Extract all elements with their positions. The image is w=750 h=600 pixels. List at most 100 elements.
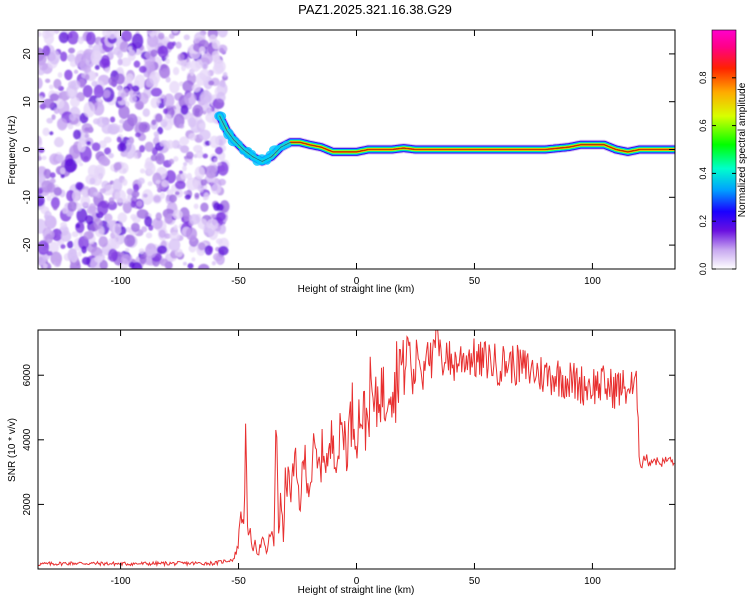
colorbar-label: Normalized spectral amplitude <box>737 82 748 217</box>
noise-blob <box>114 189 127 203</box>
noise-blob <box>109 116 116 123</box>
noise-blob <box>46 182 56 193</box>
noise-blob <box>206 107 213 114</box>
noise-blob <box>127 113 138 127</box>
noise-blob <box>194 59 204 69</box>
noise-blob <box>73 129 82 140</box>
noise-blob <box>130 222 140 233</box>
noise-blob <box>120 92 125 97</box>
noise-blob <box>136 209 149 219</box>
noise-blob <box>38 240 50 255</box>
noise-blob <box>145 232 153 239</box>
noise-blob <box>58 31 69 44</box>
noise-blob <box>117 212 128 223</box>
noise-blob <box>138 65 147 73</box>
spectrogram-x-tick-label: -100 <box>111 276 131 287</box>
noise-blob <box>85 31 96 45</box>
noise-blob <box>81 123 93 134</box>
noise-blob <box>159 141 165 147</box>
noise-blob <box>98 155 109 166</box>
noise-blob <box>193 203 199 210</box>
colorbar-tick-label: 0.8 <box>698 72 708 85</box>
noise-blob <box>143 72 149 78</box>
noise-blob <box>122 200 133 214</box>
noise-blob <box>91 142 101 152</box>
noise-blob <box>100 54 110 67</box>
noise-blob <box>119 119 125 124</box>
noise-blob <box>133 183 140 193</box>
noise-blob <box>155 180 161 185</box>
noise-blob <box>119 41 130 53</box>
noise-blob <box>168 158 175 165</box>
noise-blob <box>42 30 51 39</box>
noise-blob <box>86 140 91 146</box>
noise-blob <box>46 195 52 202</box>
noise-blob <box>205 112 217 123</box>
noise-blob <box>69 96 80 108</box>
snr-panel: -100 -50 0 50 100 2000 4000 6000 Height of str… <box>7 329 676 596</box>
noise-blob <box>144 141 154 152</box>
snr-y-tick-label: 4000 <box>22 428 33 451</box>
noise-blob <box>94 164 106 179</box>
noise-blob <box>164 170 177 184</box>
noise-blob <box>67 122 74 130</box>
spectrogram-x-label: Height of straight line (km) <box>298 284 415 295</box>
noise-blob <box>80 131 90 140</box>
noise-blob <box>64 158 77 173</box>
noise-blob <box>211 214 216 219</box>
noise-blob <box>136 200 143 207</box>
noise-blob <box>144 215 153 227</box>
noise-blob <box>183 34 190 41</box>
noise-blob <box>51 228 63 242</box>
noise-blob <box>166 189 174 196</box>
noise-blob <box>108 50 115 57</box>
noise-blob <box>49 172 56 179</box>
noise-blob <box>159 93 166 99</box>
noise-blob <box>42 98 55 109</box>
noise-blob <box>169 194 177 203</box>
noise-blob <box>127 46 133 51</box>
noise-blob <box>108 76 117 86</box>
noise-blob <box>133 60 141 68</box>
noise-blob <box>68 47 76 54</box>
noise-blob <box>138 121 151 133</box>
snr-x-label: Height of straight line (km) <box>298 585 415 596</box>
noise-blob <box>166 41 175 50</box>
noise-blob <box>80 194 91 208</box>
noise-blob <box>98 228 104 235</box>
noise-blob <box>130 200 136 208</box>
noise-blob <box>74 53 86 68</box>
noise-blob <box>188 159 193 166</box>
noise-blob <box>93 191 98 197</box>
noise-blob <box>173 224 178 231</box>
noise-blob <box>208 34 218 44</box>
noise-blob <box>202 196 208 201</box>
noise-blob <box>104 147 112 155</box>
snr-y-tick-label: 6000 <box>22 364 33 387</box>
noise-blob <box>112 178 123 193</box>
noise-blob <box>219 47 224 54</box>
noise-blob <box>153 195 161 203</box>
noise-blob <box>62 206 69 214</box>
noise-blob <box>182 80 195 93</box>
noise-blob <box>96 116 108 128</box>
noise-blob <box>178 123 185 129</box>
noise-blob <box>131 33 144 49</box>
noise-blob <box>41 155 47 160</box>
noise-blob <box>151 119 157 126</box>
noise-blob <box>195 150 204 159</box>
noise-blob <box>98 140 107 149</box>
noise-blob <box>116 136 122 143</box>
spectrogram-y-tick-label: -10 <box>22 190 33 205</box>
noise-blob <box>59 167 66 175</box>
noise-blob <box>77 36 84 45</box>
noise-blob <box>185 61 192 69</box>
noise-blob <box>217 162 222 166</box>
noise-blob <box>113 162 122 171</box>
noise-blob <box>181 64 186 72</box>
spectrogram-y-ticks: -20 -10 0 10 20 <box>22 48 675 252</box>
noise-blob <box>76 203 82 211</box>
noise-blob <box>121 30 133 42</box>
noise-blob <box>184 92 197 106</box>
noise-blob <box>38 147 45 154</box>
